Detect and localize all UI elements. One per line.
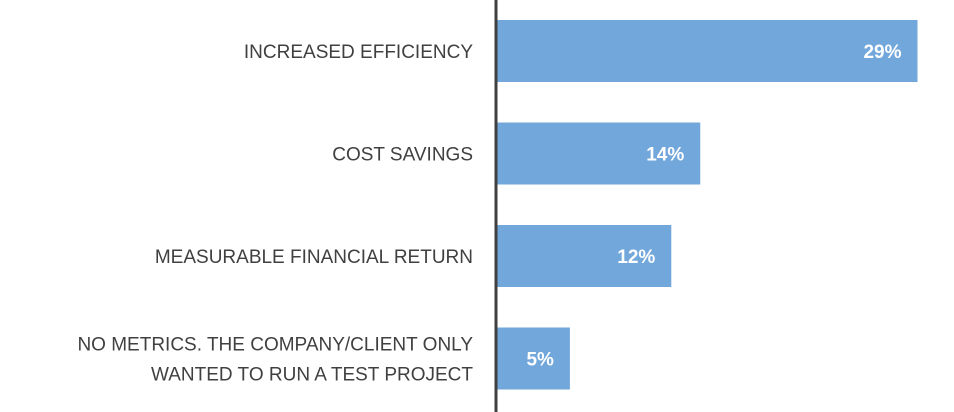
category-label-line: NO METRICS. THE COMPANY/CLIENT ONLY — [77, 335, 473, 356]
category-label-line: WANTED TO RUN A TEST PROJECT — [151, 365, 473, 386]
category-label-4: NO METRICS. THE COMPANY/CLIENT ONLY WANTE… — [77, 335, 473, 386]
category-labels-layer: INCREASED EFFICIENCY COST SAVINGS MEASURAB… — [77, 42, 473, 386]
data-label-2: 14% — [646, 145, 684, 166]
data-label-3: 12% — [617, 247, 655, 268]
category-label-line: COST SAVINGS — [332, 145, 473, 166]
bar-3 — [497, 225, 672, 287]
data-labels-layer: 29% 14% 12% 5% — [526, 42, 901, 371]
bar-1 — [497, 20, 918, 82]
bar-2 — [497, 122, 701, 185]
category-label-line: INCREASED EFFICIENCY — [244, 42, 473, 63]
data-label-1: 29% — [863, 42, 901, 63]
category-label-3: MEASURABLE FINANCIAL RETURN — [155, 247, 473, 268]
category-label-1: INCREASED EFFICIENCY — [244, 42, 473, 63]
bar-4 — [497, 327, 570, 390]
category-label-2: COST SAVINGS — [332, 145, 473, 166]
data-label-4: 5% — [526, 350, 554, 371]
bars-layer — [497, 20, 918, 390]
category-label-line: MEASURABLE FINANCIAL RETURN — [155, 247, 473, 268]
